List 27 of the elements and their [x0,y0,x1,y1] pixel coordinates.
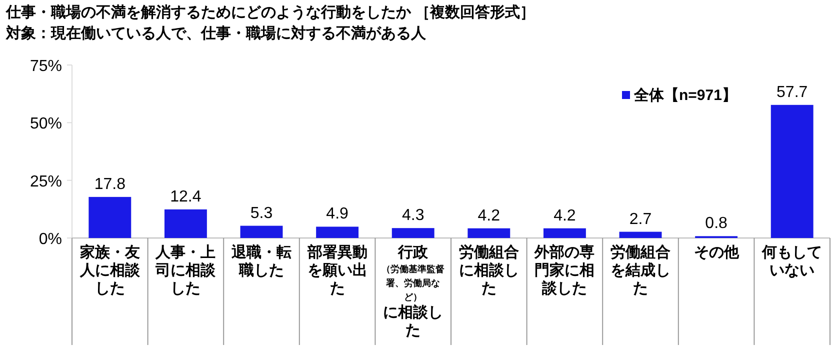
xtick: 人事・上司に相談した [154,244,217,298]
xtick: 部署異動を願い出た [306,244,368,298]
xtick: 行政（労働基準監督署、労働局など）に相談した [381,244,446,340]
y-tick-label: 0% [38,231,62,248]
xtick: 何もしていない [760,244,824,280]
data-label: 57.7 [776,84,808,101]
data-label: 4.2 [478,207,500,224]
xtick: 労働組合に相談した [458,244,520,298]
data-label: 12.4 [170,188,202,206]
xtick: 外部の専門家に相談した [533,244,596,298]
y-tick-label: 75% [30,58,62,75]
xtick: 退職・転職した [230,244,292,280]
data-label: 4.3 [402,207,424,224]
data-label: 4.2 [554,207,576,224]
y-tick-label: 25% [30,173,62,190]
xtick: 労働組合を結成した [610,244,672,298]
title: 仕事・職場の不満を解消するためにどのような行動をしたか ［複数回答形式］ [6,4,536,21]
data-label: 5.3 [250,204,273,222]
xtick: 家族・友人に相談した [78,244,141,298]
legend: 全体【n=971】 [634,87,737,104]
y-tick-label: 50% [30,116,62,133]
data-label: 4.9 [326,206,349,223]
data-label: 2.7 [629,210,652,228]
xtick: その他 [692,244,740,262]
data-label: 0.8 [705,215,728,232]
subtitle: 対象：現在働いている人で、仕事・職場に対する不満がある人 [6,25,426,42]
data-label: 17.8 [94,176,126,193]
